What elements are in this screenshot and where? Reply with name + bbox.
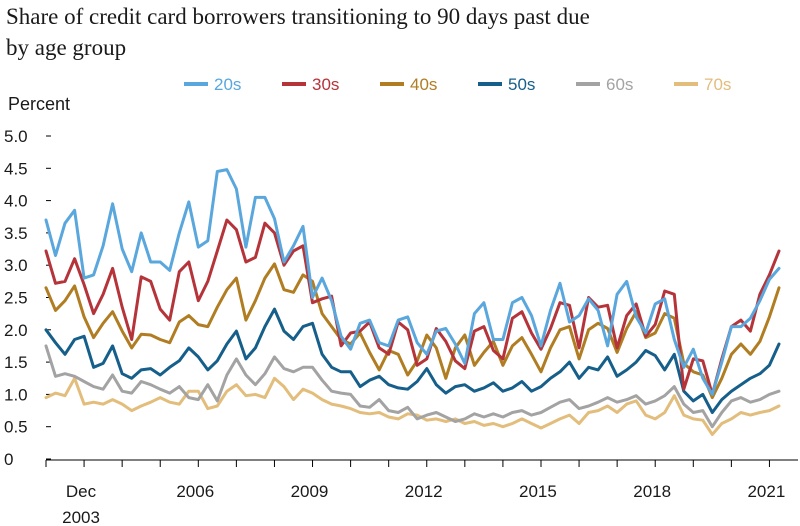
x-tick-label: 2006 [176,482,214,501]
series-line-20s [44,168,781,396]
chart-legend: 20s 30s 40s 50s 60s 70s [184,75,731,94]
chart-title-line-2: by age group [6,35,126,60]
x-tick-label: 2012 [405,482,443,501]
y-tick-label: 1.0 [4,385,28,404]
y-axis-label: Percent [8,94,70,114]
y-tick-label: 0.5 [4,418,28,437]
series-line-60s [44,344,781,429]
legend-label-20s: 20s [214,75,241,94]
plot-area [44,168,781,436]
x-tick-label: 2021 [747,482,785,501]
x-tick-label: 2018 [633,482,671,501]
legend-label-50s: 50s [508,75,535,94]
y-tick-label: 4.5 [4,159,28,178]
x-tick-label: 2015 [519,482,557,501]
x-tick-label: Dec [66,482,97,501]
legend-label-40s: 40s [410,75,437,94]
y-tick-label: 0 [4,450,13,469]
series-line-50s [44,307,781,414]
y-tick-label: 2.5 [4,289,28,308]
y-tick-label: 3.0 [4,256,28,275]
legend-label-30s: 30s [312,75,339,94]
x-tick-label: 2009 [291,482,329,501]
x-axis: Dec 2003 2006 2009 2012 2015 2018 2021 [45,459,798,526]
series-line-30s [44,218,781,396]
series-line-40s [44,262,781,400]
y-axis: 0 0.5 1.0 1.5 2.0 2.5 3.0 3.5 4.0 4.5 5.0 [4,127,51,469]
x-tick-label: 2003 [62,508,100,526]
legend-label-60s: 60s [606,75,633,94]
legend-label-70s: 70s [704,75,731,94]
y-tick-label: 1.5 [4,353,28,372]
y-tick-label: 4.0 [4,192,28,211]
chart-title-line-1: Share of credit card borrowers transitio… [6,4,590,29]
y-tick-label: 3.5 [4,224,28,243]
y-tick-label: 5.0 [4,127,28,146]
y-tick-label: 2.0 [4,321,28,340]
